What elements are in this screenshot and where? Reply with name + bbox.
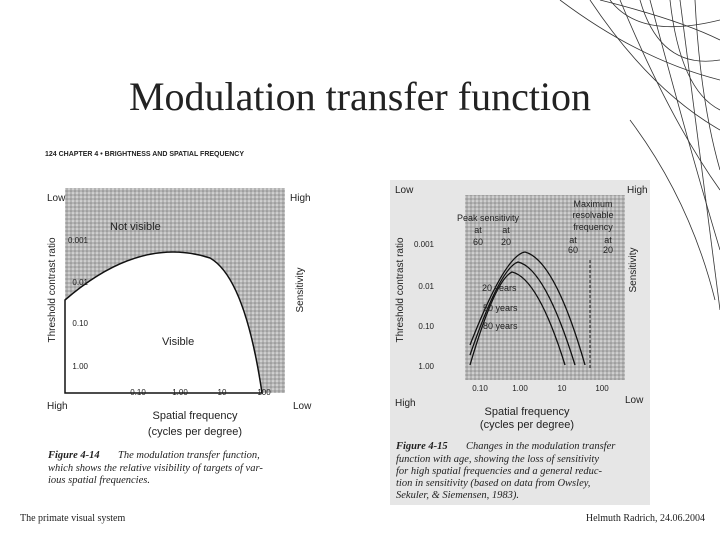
y-tick: 0.10: [418, 322, 434, 331]
caption: tion in sensitivity (based on data from …: [396, 478, 590, 489]
caption: ious spatial frequencies.: [48, 475, 150, 486]
region-label: Visible: [162, 336, 194, 348]
label: High: [47, 401, 68, 412]
annotation: at: [474, 225, 482, 235]
annotation: resolvable: [572, 210, 613, 220]
figure-1: 124 CHAPTER 4 • BRIGHTNESS AND SPATIAL F…: [45, 151, 312, 486]
label: High: [290, 193, 311, 204]
y-tick: 0.001: [68, 236, 89, 245]
title: Modulation transfer function: [129, 74, 591, 119]
annotation: 20: [603, 245, 613, 255]
caption: Changes in the modulation transfer: [466, 441, 616, 452]
x-tick: 100: [257, 388, 271, 397]
x-tick: 10: [218, 388, 227, 397]
curve-label: 50 years: [483, 303, 518, 313]
x-tick: 0.10: [472, 384, 488, 393]
label: Low: [293, 401, 312, 412]
x-label: Spatial frequency: [153, 410, 238, 422]
x-label: (cycles per degree): [480, 419, 574, 431]
x-tick: 1.00: [512, 384, 528, 393]
y2-label: Sensitivity: [628, 247, 639, 292]
decoration: [559, 0, 720, 311]
curve: [469, 261, 576, 366]
x-label: (cycles per degree): [148, 426, 242, 438]
footer-right: Helmuth Radrich, 24.06.2004: [586, 513, 705, 524]
y-tick: 1.00: [418, 362, 434, 371]
y-tick: 0.01: [72, 278, 88, 287]
curve-label: 20 years: [482, 283, 517, 293]
label: High: [395, 398, 416, 409]
annotation: at: [569, 235, 577, 245]
caption: which shows the relative visibility of t…: [48, 463, 263, 474]
annotation: frequency: [573, 222, 613, 232]
y-tick: 0.001: [414, 240, 435, 249]
label: Low: [47, 193, 66, 204]
x-tick: 0.10: [130, 388, 146, 397]
y-tick: 1.00: [72, 362, 88, 371]
x-label: Spatial frequency: [485, 406, 570, 418]
plot-area: [465, 195, 625, 380]
annotation: at: [604, 235, 612, 245]
caption: for high spatial frequencies and a gener…: [396, 466, 602, 477]
y-label: Threshold contrast ratio: [47, 237, 58, 342]
label: Low: [395, 185, 414, 196]
annotation: 60: [473, 237, 483, 247]
caption-label: Figure 4-15: [395, 441, 448, 452]
annotation: 60: [568, 245, 578, 255]
label: Low: [625, 395, 644, 406]
caption: Sekuler, & Siemensen, 1983).: [396, 490, 519, 501]
caption: function with age, showing the loss of s…: [396, 454, 599, 465]
caption-label: Figure 4-14: [47, 450, 100, 461]
x-tick: 1.00: [172, 388, 188, 397]
x-tick: 10: [558, 384, 567, 393]
y-tick: 0.01: [418, 282, 434, 291]
annotation: Maximum: [573, 199, 612, 209]
annotation: 20: [501, 237, 511, 247]
caption: The modulation transfer function,: [118, 450, 260, 461]
curve: [469, 271, 566, 366]
curve: [469, 251, 586, 366]
curve-label: 80 years: [483, 321, 518, 331]
annotation: at: [502, 225, 510, 235]
label: High: [627, 185, 648, 196]
footer-left: The primate visual system: [20, 513, 125, 524]
y2-label: Sensitivity: [295, 267, 306, 312]
figure-2: Low High High Low Threshold contrast rat…: [390, 180, 650, 505]
y-label: Threshold contrast ratio: [395, 237, 406, 342]
y-tick: 0.10: [72, 319, 88, 328]
annotation: Peak sensitivity: [457, 213, 520, 223]
curve: [64, 251, 263, 394]
page-header: 124 CHAPTER 4 • BRIGHTNESS AND SPATIAL F…: [45, 151, 244, 158]
x-tick: 100: [595, 384, 609, 393]
region-label: Not visible: [110, 221, 161, 233]
